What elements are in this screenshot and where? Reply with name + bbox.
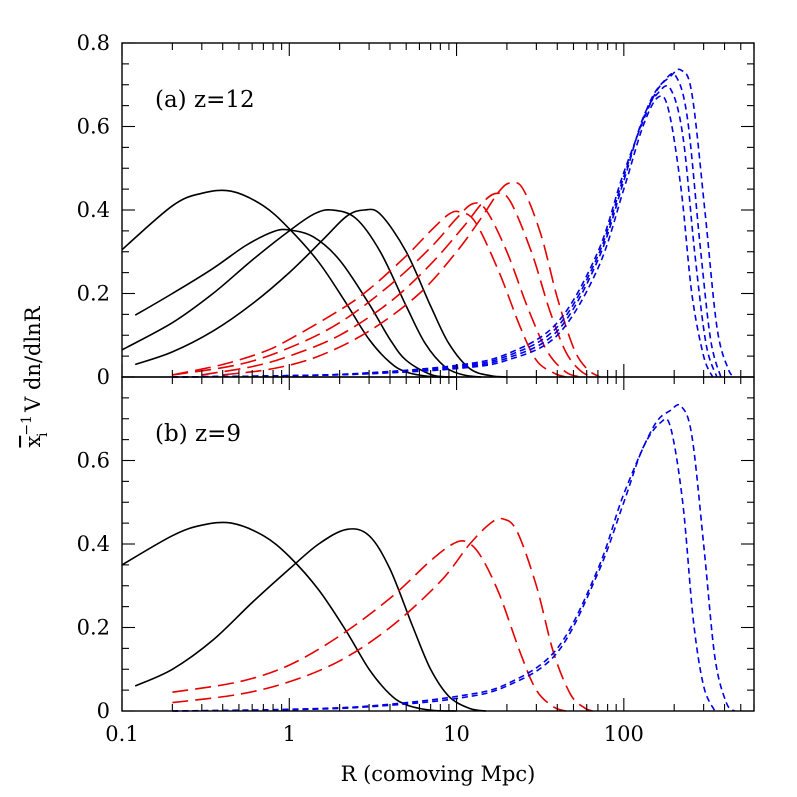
y-axis-label-main — [21, 412, 45, 419]
panel-a-series-2-solid-line — [121, 209, 482, 378]
panel-a: 0 0.2 0.4 0.6 0.8 (a) z=12 — [77, 31, 755, 389]
y-tick-label: 0.2 — [77, 616, 110, 640]
y-tick-label: 0.4 — [77, 198, 110, 222]
panel-a-series-1-solid-line — [134, 228, 450, 378]
panel-a-series-11-short-dash-line — [172, 68, 736, 378]
y-axis-label-symbol: x — [21, 436, 45, 448]
y-axis-label: x−1i V dn/dlnR — [19, 305, 51, 447]
y-axis-label-sup: −1 — [19, 415, 35, 436]
panel-b-series-2-long-dash-line — [172, 540, 567, 712]
x-tick-label: 1 — [283, 722, 296, 746]
y-axis-label-sub: i — [35, 432, 51, 437]
panel-b-curves — [121, 403, 736, 712]
panel-b: 0 0.2 0.4 0.6 (b) z=9 — [77, 376, 755, 724]
panel-a-series-5-long-dash-line — [172, 202, 581, 378]
x-tick-label: 10 — [443, 722, 470, 746]
panel-a-series-0-solid-line — [121, 189, 457, 378]
panel-a-series-3-solid-line — [134, 208, 507, 378]
panel-a-y-tick-labels: 0 0.2 0.4 0.6 0.8 — [77, 31, 110, 389]
panel-a-series-9-short-dash-line — [172, 85, 718, 378]
x-tick-label: 100 — [604, 722, 644, 746]
panel-a-curves — [121, 68, 736, 378]
panel-b-y-tick-labels: 0 0.2 0.4 0.6 — [77, 449, 110, 724]
x-tick-labels: 0.1 1 10 100 — [105, 722, 644, 746]
y-tick-label: 0.8 — [77, 31, 110, 55]
panel-a-series-10-short-dash-line — [172, 72, 722, 378]
panel-a-series-7-long-dash-line — [222, 181, 601, 378]
panel-b-series-3-long-dash-line — [172, 517, 593, 712]
panel-a-series-6-long-dash-line — [201, 192, 593, 378]
y-tick-label: 0 — [97, 699, 110, 723]
y-tick-label: 0.6 — [77, 449, 110, 473]
x-axis-label: R (comoving Mpc) — [341, 762, 536, 786]
panel-a-label: (a) z=12 — [155, 87, 255, 113]
panel-b-series-1-solid-line — [134, 528, 487, 712]
panel-a-series-8-short-dash-line — [172, 95, 714, 378]
panel-b-series-4-short-dash-line — [172, 417, 716, 712]
panel-b-series-5-short-dash-line — [172, 403, 736, 712]
y-axis-label-text: x−1i V dn/dlnR — [19, 305, 51, 447]
y-tick-label: 0.4 — [77, 532, 110, 556]
panel-b-ticks — [121, 376, 755, 712]
panel-b-series-0-solid-line — [121, 521, 457, 712]
y-tick-label: 0.2 — [77, 282, 110, 306]
y-tick-label: 0 — [97, 365, 110, 389]
x-tick-label: 0.1 — [105, 722, 138, 746]
y-axis-label-rest: V dn/dlnR — [21, 305, 45, 413]
panel-a-series-4-long-dash-line — [172, 210, 567, 378]
panel-b-label: (b) z=9 — [155, 421, 241, 447]
y-tick-label: 0.6 — [77, 115, 110, 139]
